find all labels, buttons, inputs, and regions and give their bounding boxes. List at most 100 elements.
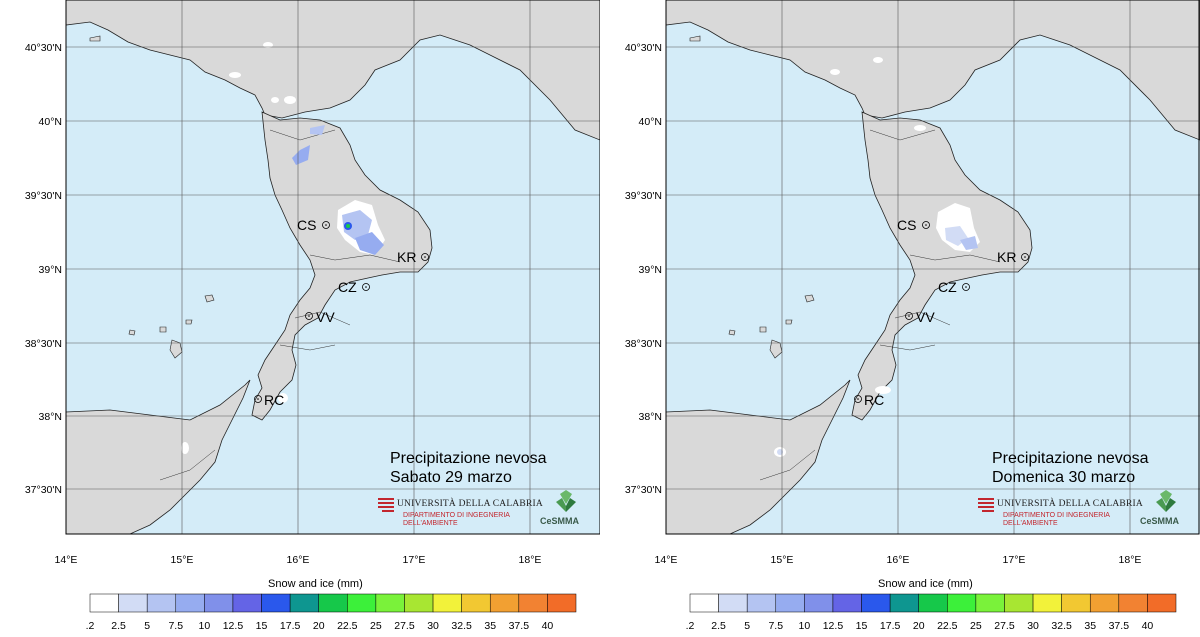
colorbar-swatch (232, 593, 262, 613)
city-markers: CS KR CZ VV RC (854, 217, 1029, 408)
colorbar-tick-label: 40 (1142, 620, 1154, 632)
lon-labels: 14°E 15°E 16°E 17°E 18°E (55, 554, 542, 566)
colorbar-swatch (1118, 593, 1148, 613)
colorbar-tick-label: 30 (1027, 620, 1039, 632)
svg-text:15°E: 15°E (771, 554, 794, 566)
colorbar-swatch (204, 593, 234, 613)
colorbar-tick-label: 7.5 (768, 620, 783, 632)
svg-text:39°30'N: 39°30'N (625, 190, 662, 202)
lon-labels: 14°E 15°E 16°E 17°E 18°E (655, 554, 1142, 566)
colorbar-swatch (832, 593, 862, 613)
colorbar-swatch (918, 593, 948, 613)
snow-field (181, 42, 385, 454)
map-panel-sunday: 40°30'N 40°N 39°30'N 39°N 38°30'N 38°N 3… (600, 0, 1200, 637)
svg-text:40°30'N: 40°30'N (625, 42, 662, 54)
svg-text:14°E: 14°E (55, 554, 78, 566)
svg-text:17°E: 17°E (1003, 554, 1026, 566)
city-label-kr: KR (397, 249, 416, 265)
svg-text:38°N: 38°N (639, 411, 662, 423)
graticule (665, 0, 1200, 534)
colorbar-tick-label: 25 (370, 620, 382, 632)
lat-labels: 40°30'N 40°N 39°30'N 39°N 38°30'N 38°N 3… (625, 42, 662, 496)
unical-logo-icon (978, 498, 994, 512)
colorbar-swatch (432, 593, 462, 613)
colorbar-tick-label: 32.5 (451, 620, 472, 632)
colorbar-swatch (289, 593, 319, 613)
cesmma-name: CeSMMA (540, 516, 580, 526)
colorbar-swatch (518, 593, 548, 613)
svg-text:38°30'N: 38°30'N (625, 338, 662, 350)
svg-text:17°E: 17°E (403, 554, 426, 566)
colorbar-swatch (775, 593, 805, 613)
colorbar-tick-label: 25 (970, 620, 982, 632)
colorbar-swatch (975, 593, 1005, 613)
lat-labels: 40°30'N 40°N 39°30'N 39°N 38°30'N 38°N 3… (25, 42, 62, 496)
map-canvas: 40°30'N 40°N 39°30'N 39°N 38°30'N 38°N 3… (625, 0, 1200, 632)
colorbar-tick-label: 12.5 (223, 620, 244, 632)
colorbar-swatch (318, 593, 348, 613)
colorbar-tick-label: 37.5 (1109, 620, 1130, 632)
map-frame (665, 0, 1200, 535)
colorbar-swatch (1089, 593, 1120, 613)
colorbar-tick-label: 37.5 (509, 620, 530, 632)
colorbar-tick-label: 12.5 (823, 620, 844, 632)
colorbar-tick-label: 17.5 (880, 620, 901, 632)
svg-text:16°E: 16°E (287, 554, 310, 566)
region-borders (759, 129, 1001, 481)
colorbar-tick-label: 35 (1084, 620, 1096, 632)
colorbar-swatch (1004, 593, 1034, 613)
colorbar-swatch (175, 593, 205, 613)
colorbar-swatch (118, 593, 148, 613)
colorbar-swatch (1147, 593, 1177, 613)
colorbar-swatch (375, 593, 405, 613)
colorbar-tick-label: 10 (799, 620, 811, 632)
city-label-cz: CZ (938, 279, 957, 295)
colorbar: .2 2.5 5 7.5 10 12.5 15 17.5 20 22.5 25 27.5 30 32.5 3… (686, 593, 1177, 632)
city-label-cs: CS (897, 217, 916, 233)
city-label-rc: RC (264, 392, 284, 408)
colorbar-tick-label: 5 (144, 620, 150, 632)
colorbar-swatch (404, 593, 434, 613)
map-title: Precipitazione nevosa Sabato 29 marzo (390, 450, 547, 486)
colorbar-swatch (861, 593, 891, 613)
cesmma-name: CeSMMA (1140, 516, 1180, 526)
colorbar-tick-label: 2.5 (711, 620, 726, 632)
city-label-vv: VV (316, 309, 335, 325)
colorbar-swatch (146, 593, 177, 613)
university-name: UNIVERSITÀ DELLA CALABRIA (997, 499, 1143, 509)
svg-text:14°E: 14°E (655, 554, 678, 566)
colorbar-swatch (804, 593, 834, 613)
department-name: DIPARTIMENTO DI INGEGNERIA DELL'AMBIENTE (403, 512, 510, 527)
svg-text:38°N: 38°N (39, 411, 62, 423)
graticule (65, 0, 600, 534)
snow-field (774, 57, 980, 457)
city-label-rc: RC (864, 392, 884, 408)
colorbar-tick-label: 27.5 (994, 620, 1015, 632)
svg-text:15°E: 15°E (171, 554, 194, 566)
svg-text:37°30'N: 37°30'N (625, 484, 662, 496)
colorbar-tick-label: 10 (199, 620, 211, 632)
department-name: DIPARTIMENTO DI INGEGNERIA DELL'AMBIENTE (1003, 512, 1110, 527)
colorbar-tick-label: 17.5 (280, 620, 301, 632)
colorbar-title: Snow and ice (mm) (878, 578, 973, 590)
colorbar-tick-label: 5 (744, 620, 750, 632)
colorbar-tick-label: 15 (856, 620, 868, 632)
colorbar-swatch (547, 593, 577, 613)
colorbar-swatch (347, 593, 377, 613)
city-label-kr: KR (997, 249, 1016, 265)
svg-text:40°30'N: 40°30'N (25, 42, 62, 54)
colorbar-tick-label: 27.5 (394, 620, 415, 632)
svg-text:37°30'N: 37°30'N (25, 484, 62, 496)
cesmma-logo-icon (1156, 490, 1176, 512)
colorbar-tick-label: 35 (484, 620, 496, 632)
svg-text:40°N: 40°N (639, 116, 662, 128)
colorbar-swatch (689, 593, 719, 613)
colorbar-tick-label: 2.5 (111, 620, 126, 632)
map-frame (65, 0, 600, 535)
colorbar-tick-label: 20 (913, 620, 925, 632)
region-borders (159, 129, 401, 481)
unical-logo-icon (378, 498, 394, 512)
map-canvas: 40°30'N 40°N 39°30'N 39°N 38°30'N 38°N 3… (25, 0, 600, 632)
colorbar-swatch (261, 593, 291, 613)
colorbar-swatch (1061, 593, 1091, 613)
